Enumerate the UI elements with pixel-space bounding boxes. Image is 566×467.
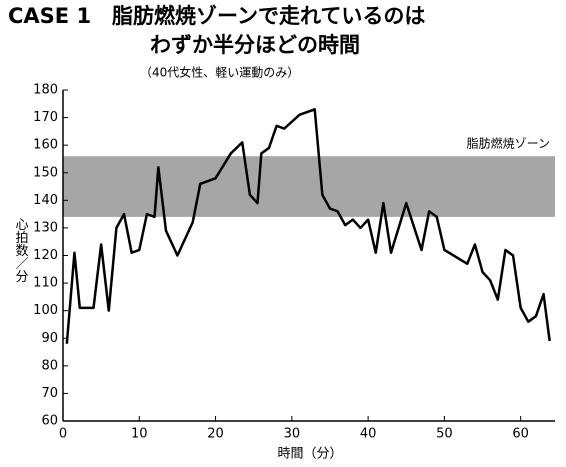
x-tick-label: 30 [284, 427, 301, 442]
chart-title: わずか半分ほどの時間 [150, 33, 360, 57]
chart-subtitle: （40代女性、軽い運動のみ） [140, 65, 299, 80]
y-tick-label: 170 [33, 110, 58, 125]
y-axis-label: 心拍数／分 [13, 218, 29, 284]
x-tick-label: 60 [512, 427, 529, 442]
y-tick-label: 140 [33, 193, 58, 208]
x-tick-label: 10 [131, 427, 148, 442]
x-tick-label: 20 [207, 427, 224, 442]
zone-label: 脂肪燃焼ゾーン [467, 136, 550, 151]
x-tick-label: 0 [59, 427, 67, 442]
y-tick-label: 160 [33, 138, 58, 153]
line [65, 108, 551, 344]
chart-title: CASE 1 脂肪燃焼ゾーンで走れているのは [8, 4, 425, 28]
y-tick-label: 100 [33, 303, 58, 318]
y-tick-label: 120 [33, 248, 58, 263]
y-tick-label: 110 [33, 276, 58, 291]
y-tick-label: 90 [41, 331, 58, 346]
y-tick-label: 60 [41, 414, 58, 429]
y-tick-label: 130 [33, 220, 58, 235]
x-axis-label: 時間（分） [277, 447, 342, 462]
x-tick-label: 50 [436, 427, 453, 442]
y-tick-label: 180 [33, 83, 58, 98]
x-tick-label: 40 [360, 427, 377, 442]
y-tick-label: 80 [41, 358, 58, 373]
y-tick-label: 70 [41, 386, 58, 401]
zone-band [63, 156, 555, 217]
y-tick-label: 150 [33, 165, 58, 180]
